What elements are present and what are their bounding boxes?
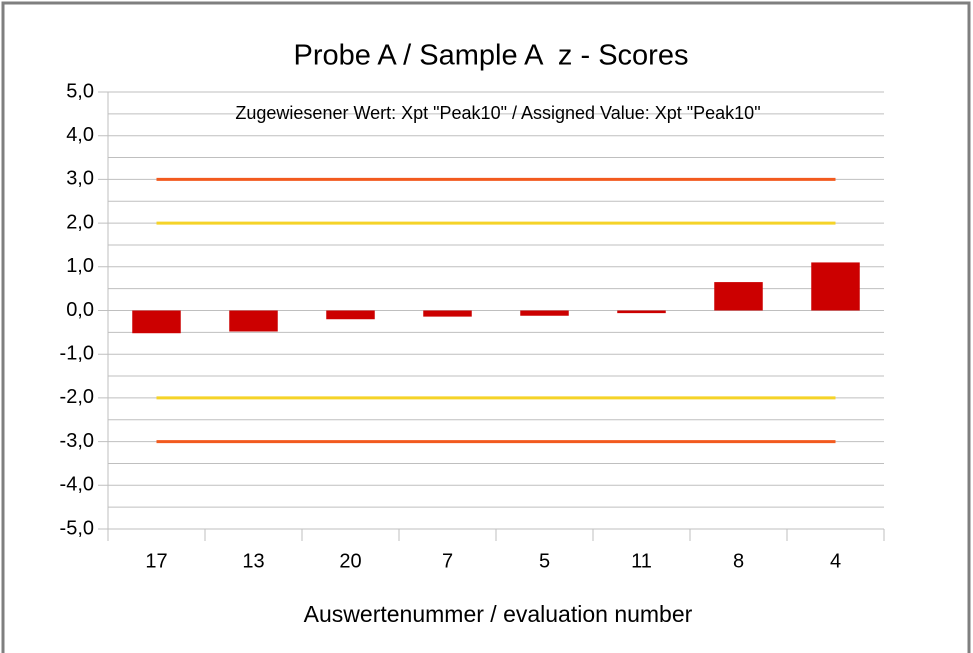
- y-tick-label: -1,0: [60, 342, 94, 364]
- y-tick-label: 5,0: [66, 80, 94, 102]
- bar: [617, 310, 666, 314]
- x-tick-label: 4: [830, 550, 841, 572]
- x-tick-label: 7: [442, 550, 453, 572]
- y-tick-label: 1,0: [66, 255, 94, 277]
- x-axis-label: Auswertenummer / evaluation number: [304, 601, 693, 627]
- y-tick-label: -3,0: [60, 430, 94, 452]
- y-tick-label: -2,0: [60, 386, 94, 408]
- y-tick-label: 2,0: [66, 211, 94, 233]
- bar: [229, 310, 278, 332]
- chart-title: Probe A / Sample A z - Scores: [294, 40, 689, 72]
- x-tick-label: 13: [242, 550, 264, 572]
- y-tick-label: -4,0: [60, 474, 94, 496]
- x-tick-label: 8: [733, 550, 744, 572]
- bar: [326, 310, 375, 320]
- y-tick-label: 3,0: [66, 168, 94, 190]
- x-tick-label: 17: [145, 550, 167, 572]
- bar: [132, 310, 181, 334]
- bar: [520, 310, 569, 316]
- y-tick-label: 4,0: [66, 124, 94, 146]
- bar: [714, 282, 763, 311]
- bar: [811, 262, 860, 311]
- x-tick-label: 20: [339, 550, 361, 572]
- x-tick-label: 11: [631, 550, 652, 572]
- bar: [423, 310, 472, 317]
- x-tick-label: 5: [539, 550, 550, 572]
- annotation: Zugewiesener Wert: Xpt "Peak10" / Assign…: [235, 103, 760, 123]
- y-tick-label: 0,0: [66, 299, 94, 321]
- y-tick-label: -5,0: [60, 517, 94, 539]
